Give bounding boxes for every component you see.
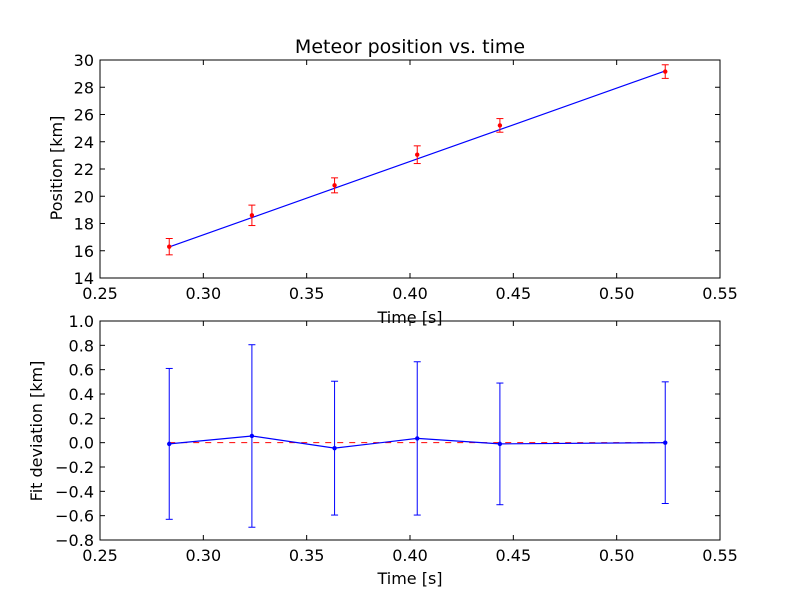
top-x-tick-label: 0.55	[702, 284, 738, 303]
residual-point	[497, 441, 503, 447]
residual-point	[415, 436, 420, 441]
top-y-tick-label: 16	[74, 242, 94, 261]
top-y-tick-label: 14	[74, 269, 94, 288]
top-y-tick-label: 22	[74, 160, 94, 179]
top-x-tick-label: 0.40	[392, 284, 428, 303]
bottom-x-tick-label: 0.50	[599, 546, 635, 565]
top-x-tick-label: 0.35	[289, 284, 325, 303]
measurement-point	[663, 69, 668, 74]
bottom-x-tick-label: 0.35	[289, 546, 325, 565]
top-x-tick-label: 0.30	[186, 284, 222, 303]
bottom-y-tick-label: 1.0	[69, 312, 94, 331]
bottom-y-axis-label: Fit deviation [km]	[27, 361, 46, 502]
measurement-point	[332, 183, 337, 188]
measurement-point	[415, 152, 420, 157]
bottom-y-tick-label: −0.2	[55, 458, 94, 477]
chart-title: Meteor position vs. time	[295, 36, 525, 58]
bottom-x-tick-label: 0.45	[496, 546, 532, 565]
bottom-x-tick-label: 0.55	[702, 546, 738, 565]
measurement-point	[497, 123, 503, 128]
bottom-y-tick-label: 0.4	[69, 385, 94, 404]
bottom-subplot: Time [s] Fit deviation [km] 0.25 0.30 0.35…	[27, 312, 738, 588]
top-y-tick-label: 28	[74, 78, 94, 97]
bottom-x-axis-label: Time [s]	[376, 569, 442, 588]
top-y-tick-label: 30	[74, 51, 94, 70]
residual-point	[167, 441, 172, 447]
bottom-x-tick-label: 0.25	[82, 546, 118, 565]
residual-point	[663, 440, 668, 445]
bottom-x-tick-label: 0.40	[392, 546, 428, 565]
bottom-y-tick-label: −0.4	[55, 482, 94, 501]
bottom-y-tick-label: 0.8	[69, 336, 94, 355]
bottom-y-tick-label: 0.6	[69, 361, 94, 380]
top-subplot: Meteor position vs. time Time [s] Positi…	[47, 36, 738, 327]
bottom-y-tick-label: 0.2	[69, 409, 94, 428]
residual-point	[249, 433, 255, 439]
bottom-x-tick-label: 0.30	[186, 546, 222, 565]
bottom-y-tick-label: −0.6	[55, 507, 94, 526]
top-y-tick-label: 20	[74, 187, 94, 206]
bottom-y-tick-label: 0.0	[69, 434, 94, 453]
residual-line	[169, 435, 666, 449]
top-y-axis-label: Position [km]	[47, 116, 66, 221]
top-x-tick-label: 0.45	[496, 284, 532, 303]
top-y-tick-label: 26	[74, 106, 94, 125]
measurement-point	[167, 244, 172, 249]
top-y-tick-label: 24	[74, 133, 94, 152]
top-x-axis-label: Time [s]	[376, 308, 442, 327]
top-x-tick-label: 0.25	[82, 284, 118, 303]
top-x-tick-label: 0.50	[599, 284, 635, 303]
measurement-point	[249, 213, 255, 218]
residual-point	[332, 445, 337, 451]
bottom-y-tick-label: −0.8	[55, 531, 94, 550]
top-y-tick-label: 18	[74, 215, 94, 234]
